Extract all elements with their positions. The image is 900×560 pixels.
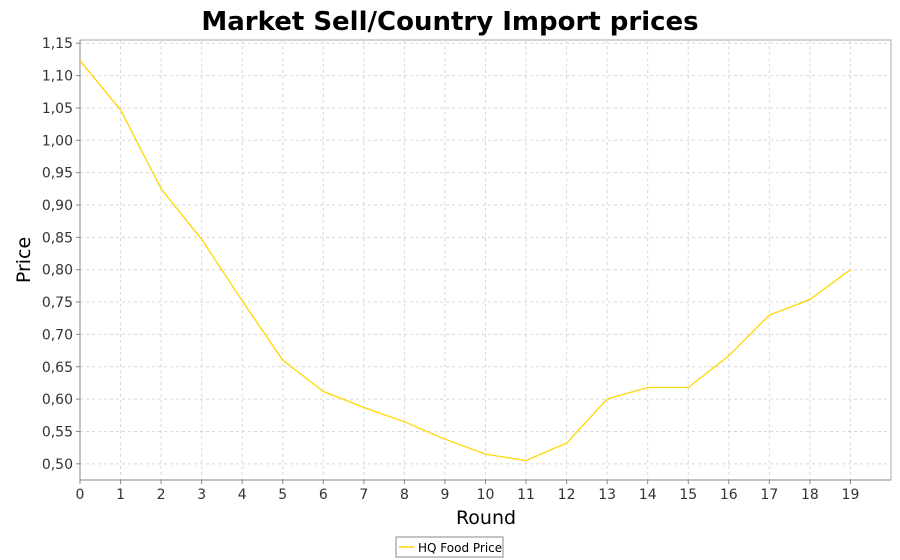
x-tick-label: 11 bbox=[517, 487, 535, 503]
x-tick-label: 10 bbox=[477, 487, 495, 503]
x-tick-label: 14 bbox=[639, 487, 657, 503]
y-tick-label: 0,50 bbox=[42, 457, 73, 473]
y-tick-label: 1,15 bbox=[42, 36, 73, 52]
x-tick-label: 12 bbox=[558, 487, 576, 503]
x-tick-label: 4 bbox=[238, 487, 247, 503]
chart-title: Market Sell/Country Import prices bbox=[201, 7, 698, 37]
x-tick-label: 5 bbox=[278, 487, 287, 503]
grid-lines bbox=[79, 40, 891, 480]
series-line-hq-food-price bbox=[79, 60, 851, 462]
legend: HQ Food Price bbox=[395, 536, 504, 558]
y-tick-label: 0,80 bbox=[42, 263, 73, 279]
x-axis: 0 1 2 3 4 5 6 7 8 9 10 11 12 13 14 15 16 17 18 19 bbox=[76, 479, 891, 503]
y-tick-label: 0,65 bbox=[42, 360, 73, 376]
x-tick-label: 19 bbox=[842, 487, 860, 503]
x-tick-label: 16 bbox=[720, 487, 738, 503]
y-tick-label: 1,10 bbox=[42, 69, 73, 85]
x-tick-label: 8 bbox=[400, 487, 409, 503]
y-axis: 0,50 0,55 0,60 0,65 0,70 0,75 0,80 0,85 0,90 0,95… bbox=[42, 36, 81, 480]
series-group bbox=[79, 60, 851, 462]
y-axis-label: Price bbox=[13, 237, 35, 283]
x-tick-label: 13 bbox=[598, 487, 616, 503]
y-tick-label: 0,70 bbox=[42, 327, 73, 343]
y-tick-label: 0,75 bbox=[42, 295, 73, 311]
legend-label-hq-food-price: HQ Food Price bbox=[418, 541, 502, 555]
y-tick-label: 0,60 bbox=[42, 392, 73, 408]
x-tick-label: 7 bbox=[359, 487, 368, 503]
x-tick-label: 15 bbox=[679, 487, 697, 503]
y-tick-label: 1,05 bbox=[42, 101, 73, 117]
x-tick-label: 3 bbox=[197, 487, 206, 503]
x-tick-label: 18 bbox=[801, 487, 819, 503]
x-tick-label: 0 bbox=[76, 487, 85, 503]
y-tick-label: 0,90 bbox=[42, 198, 73, 214]
x-axis-label: Round bbox=[456, 507, 516, 529]
x-tick-label: 6 bbox=[319, 487, 328, 503]
legend-box bbox=[395, 536, 504, 558]
x-tick-label: 17 bbox=[760, 487, 778, 503]
y-tick-label: 0,55 bbox=[42, 424, 73, 440]
x-tick-label: 2 bbox=[157, 487, 166, 503]
y-tick-label: 1,00 bbox=[42, 133, 73, 149]
y-tick-label: 0,85 bbox=[42, 230, 73, 246]
x-tick-label: 9 bbox=[440, 487, 449, 503]
x-tick-label: 1 bbox=[116, 487, 125, 503]
y-tick-label: 0,95 bbox=[42, 166, 73, 182]
